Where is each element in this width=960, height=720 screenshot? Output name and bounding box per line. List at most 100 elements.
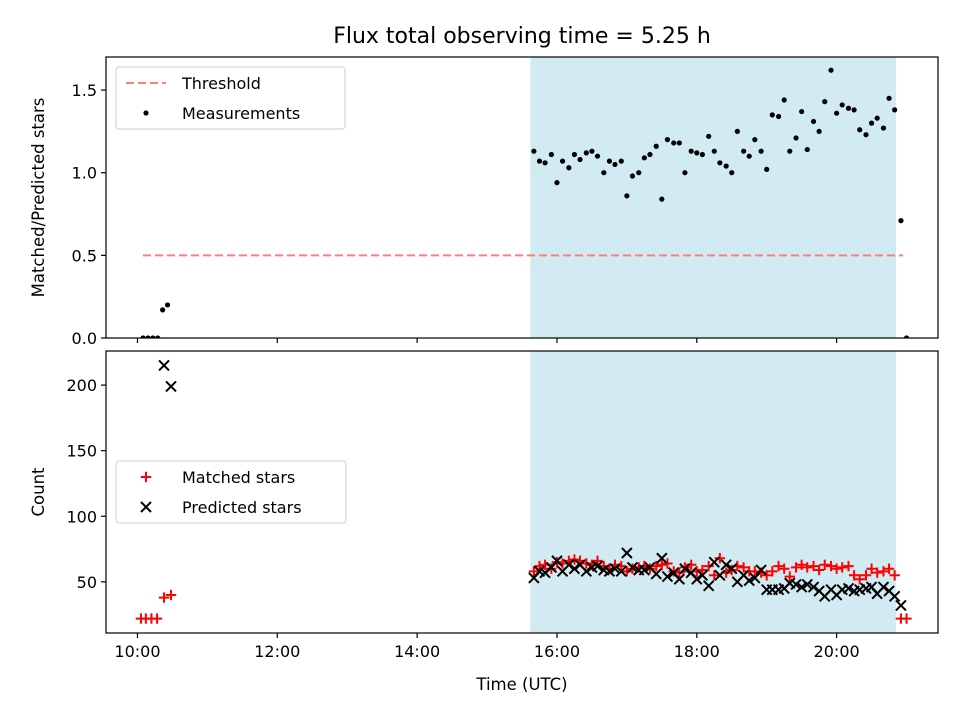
data-point [696,569,709,581]
data-point [871,567,883,578]
data-point [769,112,775,118]
data-point [738,562,749,573]
data-point [150,335,156,338]
data-point [618,158,624,164]
top-axes-frame [105,56,939,339]
data-point [880,125,887,131]
data-point [609,563,621,575]
data-point [883,563,895,574]
data-point [158,359,170,372]
data-point [793,135,799,141]
data-point [729,170,735,176]
data-point [860,570,872,581]
legend-box [115,460,347,524]
data-point [720,559,732,571]
data-point [591,560,604,572]
data-point [854,574,865,585]
data-point [901,613,912,624]
data-point [702,580,715,592]
data-point [528,566,540,577]
data-point [764,166,770,172]
y-tick-label: 1.0 [72,164,97,183]
x-tick-label: 20:00 [814,642,860,661]
data-point [734,128,740,134]
data-point [810,118,817,125]
data-point [603,565,616,578]
data-point [559,158,566,164]
data-point [898,218,904,224]
observing-window-span [530,57,897,338]
data-point [697,564,708,576]
y-tick-label: 200 [66,376,97,395]
data-point [682,170,688,176]
data-point [661,570,674,583]
data-point [819,559,830,570]
data-point [647,151,653,158]
legend-marker [143,110,149,116]
data-point [592,555,603,567]
data-point [781,97,787,103]
data-point [868,120,875,126]
data-point [831,563,842,574]
data-point [662,558,673,569]
data-point [568,563,581,575]
data-point [679,563,691,575]
data-point [676,140,682,146]
data-point [834,110,840,116]
data-point [554,180,560,186]
data-point [165,589,177,601]
data-point [583,150,589,156]
bottom-legend: Matched stars Predicted stars [115,460,347,524]
data-point [673,573,686,585]
data-point [563,559,575,571]
data-point [842,582,855,595]
data-point [621,547,633,559]
data-point [536,158,543,164]
data-point [594,153,601,159]
data-point [741,148,747,154]
data-point [626,561,639,574]
bottom-axes-frame [105,350,939,634]
data-point [653,143,659,149]
y-tick-label: 0.5 [72,246,97,265]
data-point [802,562,813,573]
data-point [709,570,720,581]
data-point [808,560,819,572]
data-point [866,563,877,574]
data-point [804,146,810,153]
figure-title: Flux total observing time = 5.25 h [333,24,711,49]
data-point [621,566,633,577]
data-point [581,558,592,569]
data-point [807,581,820,593]
data-point [624,193,630,199]
legend-marker [140,501,152,513]
data-point [641,155,647,161]
data-point [671,140,677,146]
legend-label: Predicted stars [182,498,302,517]
data-point [145,335,151,338]
series-measurements [140,67,910,338]
data-point [601,170,607,176]
data-point [857,127,863,133]
data-point [589,148,595,154]
data-point [691,573,703,585]
data-point [851,107,857,113]
data-point [615,565,627,578]
bottom-plot-area [135,359,912,624]
data-point [606,158,612,164]
data-point [151,613,163,624]
data-point [703,560,714,572]
data-point [165,380,177,393]
data-point [714,553,726,564]
data-point [569,554,580,565]
data-point [650,568,662,580]
data-point [784,571,795,582]
data-point [799,108,805,115]
x-tick-label: 12:00 [254,642,300,661]
data-point [571,151,578,158]
data-point [801,578,813,591]
data-point [845,105,852,111]
x-tick-label: 14:00 [394,642,440,661]
data-point [158,592,170,603]
